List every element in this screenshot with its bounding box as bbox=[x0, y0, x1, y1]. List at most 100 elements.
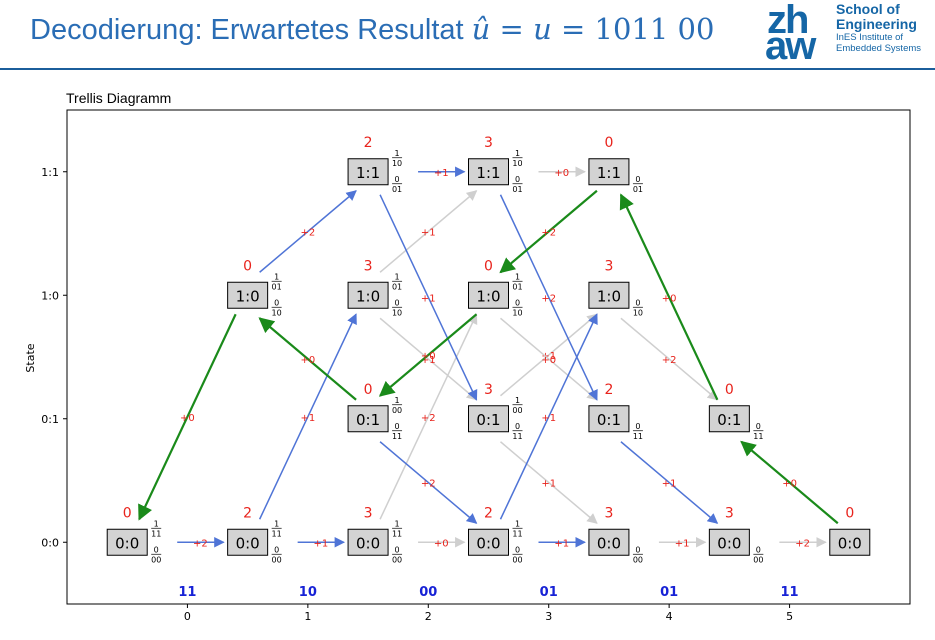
branch-bits: 011 bbox=[512, 422, 522, 441]
slide-title: Decodierung: Erwartetes Resultat û = u =… bbox=[30, 12, 714, 47]
path-metric: 2 bbox=[604, 382, 613, 398]
branch-bits: 000 bbox=[753, 545, 763, 564]
edge-metric-label: +2 bbox=[421, 413, 436, 424]
path-metric: 3 bbox=[604, 258, 613, 274]
trellis-edge-selected bbox=[258, 313, 357, 520]
branch-bits: 100 bbox=[392, 396, 402, 415]
edge-metric-label: +1 bbox=[421, 355, 436, 366]
edge-metric-label: +1 bbox=[421, 293, 436, 304]
edge-metric-label: +2 bbox=[541, 293, 556, 304]
branch-input-bit: 0 bbox=[395, 545, 400, 554]
branch-input-bit: 0 bbox=[154, 545, 159, 554]
zhaw-logo-mark: zh aw bbox=[763, 0, 831, 66]
state-node-box bbox=[588, 405, 630, 433]
branch-bits: 011 bbox=[753, 422, 763, 441]
branch-input-bit: 0 bbox=[635, 545, 640, 554]
state-node-label: 1:0 bbox=[476, 287, 500, 305]
trellis-edge-traceback bbox=[740, 440, 839, 525]
path-metric: 0 bbox=[123, 505, 132, 521]
branch-input-bit: 0 bbox=[756, 545, 761, 554]
trellis-edge-selected bbox=[379, 194, 478, 401]
state-node-label: 0:1 bbox=[476, 411, 500, 429]
state-node-label: 0:0 bbox=[476, 534, 500, 552]
received-codeword: 01 bbox=[540, 585, 558, 600]
branch-bits: 000 bbox=[392, 545, 402, 564]
branch-output-bits: 10 bbox=[272, 308, 282, 317]
branch-bits: 010 bbox=[272, 298, 282, 317]
branch-bits: 010 bbox=[512, 298, 522, 317]
state-node-label: 0:0 bbox=[597, 534, 621, 552]
branch-bits: 111 bbox=[272, 519, 282, 538]
branch-bits: 110 bbox=[392, 149, 402, 168]
trellis-edge-selected bbox=[499, 313, 598, 520]
branch-input-bit: 1 bbox=[395, 149, 400, 158]
branch-bits: 101 bbox=[512, 272, 522, 291]
edge-metric-label: +0 bbox=[782, 479, 797, 490]
branch-output-bits: 01 bbox=[633, 185, 643, 194]
state-node-box bbox=[588, 281, 630, 309]
state-node-label: 1:0 bbox=[597, 287, 621, 305]
state-node-box bbox=[468, 405, 509, 433]
edge-metric-label: +1 bbox=[313, 538, 328, 549]
state-node-box bbox=[588, 158, 630, 186]
branch-input-bit: 1 bbox=[515, 149, 520, 158]
path-metric: 2 bbox=[243, 505, 252, 521]
path-metric: 3 bbox=[364, 258, 373, 274]
path-metric: 2 bbox=[484, 505, 493, 521]
branch-input-bit: 0 bbox=[635, 298, 640, 307]
trellis-edge-traceback bbox=[258, 317, 357, 401]
path-metric: 0 bbox=[364, 382, 373, 398]
branch-input-bit: 1 bbox=[515, 519, 520, 528]
branch-output-bits: 01 bbox=[512, 185, 522, 194]
y-tick-label: 1:1 bbox=[41, 166, 59, 179]
title-equals-1: = bbox=[490, 12, 534, 46]
state-node-label: 0:0 bbox=[236, 534, 260, 552]
state-node-box bbox=[347, 405, 389, 433]
title-sequence: 1011 00 bbox=[594, 12, 715, 46]
branch-bits: 100 bbox=[512, 396, 522, 415]
edge-metric-label: +1 bbox=[300, 413, 315, 424]
branch-input-bit: 1 bbox=[515, 396, 520, 405]
state-node-label: 0:0 bbox=[838, 534, 862, 552]
edge-metric-label: +1 bbox=[541, 413, 556, 424]
y-tick-label: 0:1 bbox=[41, 413, 59, 426]
branch-bits: 000 bbox=[512, 545, 522, 564]
branch-input-bit: 1 bbox=[274, 519, 279, 528]
trellis-edge-traceback bbox=[378, 313, 478, 397]
state-node-box bbox=[468, 158, 509, 186]
x-tick-label: 3 bbox=[545, 610, 552, 623]
edge-metric-label: +2 bbox=[421, 479, 436, 490]
branch-bits: 111 bbox=[151, 519, 161, 538]
branch-bits: 011 bbox=[392, 422, 402, 441]
branch-input-bit: 1 bbox=[274, 272, 279, 281]
path-metric: 0 bbox=[845, 505, 854, 521]
edge-metric-label: +0 bbox=[662, 293, 677, 304]
branch-output-bits: 11 bbox=[512, 529, 522, 538]
branch-output-bits: 10 bbox=[512, 308, 522, 317]
branch-input-bit: 0 bbox=[515, 175, 520, 184]
trellis-edge-traceback bbox=[619, 193, 719, 401]
branch-output-bits: 00 bbox=[392, 555, 402, 564]
path-metric: 3 bbox=[484, 382, 493, 398]
logo-text: School of Engineering InES Institute of … bbox=[836, 2, 922, 55]
branch-input-bit: 0 bbox=[515, 545, 520, 554]
x-tick-label: 4 bbox=[666, 610, 673, 623]
edge-metric-label: +1 bbox=[421, 228, 436, 239]
path-metric: 0 bbox=[484, 258, 493, 274]
state-node-label: 0:1 bbox=[717, 411, 741, 429]
edge-metric-label: +0 bbox=[180, 413, 195, 424]
branch-bits: 000 bbox=[633, 545, 643, 564]
branch-output-bits: 11 bbox=[633, 432, 643, 441]
trellis-edge-traceback bbox=[499, 189, 598, 274]
branch-bits: 111 bbox=[392, 519, 402, 538]
branch-output-bits: 10 bbox=[392, 308, 402, 317]
state-node-box bbox=[829, 528, 871, 556]
branch-output-bits: 11 bbox=[272, 529, 282, 538]
logo-embedded: Embedded Systems bbox=[836, 43, 922, 54]
state-node-box bbox=[227, 281, 269, 309]
branch-bits: 000 bbox=[272, 545, 282, 564]
trellis-edge-discarded bbox=[500, 317, 598, 401]
title-divider bbox=[0, 68, 935, 70]
branch-bits: 001 bbox=[633, 175, 643, 194]
